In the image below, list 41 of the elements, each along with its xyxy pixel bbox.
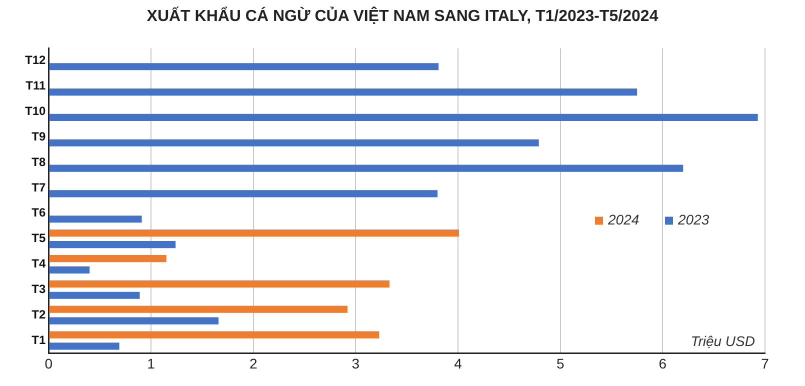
bar: [49, 230, 460, 237]
y-tick-label: T9: [32, 129, 46, 144]
x-tick-label: 1: [147, 355, 156, 372]
y-tick-label: T5: [32, 231, 46, 246]
bar: [49, 254, 166, 262]
chart-title: XUẤT KHẨU CÁ NGỪ CỦA VIỆT NAM SANG ITALY, T1/2023-T5/2024: [146, 8, 660, 26]
bar: [49, 164, 684, 172]
x-tick-label: 3: [352, 355, 360, 372]
annotation: Triệu USD: [690, 333, 755, 350]
y-tick-label: T1: [32, 332, 46, 347]
x-tick-label: 0: [44, 355, 53, 372]
x-tick-label: 6: [658, 355, 667, 372]
legend-label: 2024: [607, 212, 640, 228]
y-tick-label: T4: [32, 256, 46, 271]
bar: [49, 342, 120, 350]
y-tick-label: T12: [24, 53, 46, 68]
bar: [49, 114, 758, 122]
x-tick-label: 4: [454, 355, 462, 372]
bar: [49, 317, 219, 324]
x-tick-label: 7: [761, 355, 770, 372]
x-tick-label: 2: [249, 355, 258, 372]
bar: [49, 139, 539, 146]
bar: [49, 266, 90, 274]
bar: [49, 280, 390, 288]
y-tick-label: T3: [32, 282, 46, 296]
y-tick-label: T6: [32, 206, 46, 220]
y-tick-label: T11: [26, 78, 46, 93]
y-tick-label: T2: [32, 307, 46, 322]
bar: [49, 292, 140, 299]
y-tick-label: T10: [24, 104, 46, 118]
bar: [49, 306, 348, 313]
bar: [49, 331, 380, 338]
x-tick-label: 5: [556, 355, 564, 372]
bar: [49, 190, 438, 198]
bar: [49, 216, 142, 223]
y-tick-label: T7: [32, 180, 46, 194]
legend-label: 2023: [677, 212, 710, 228]
y-tick-label: T8: [32, 154, 46, 169]
bar: [49, 241, 176, 248]
bar: [49, 88, 638, 96]
bar: [49, 63, 439, 70]
